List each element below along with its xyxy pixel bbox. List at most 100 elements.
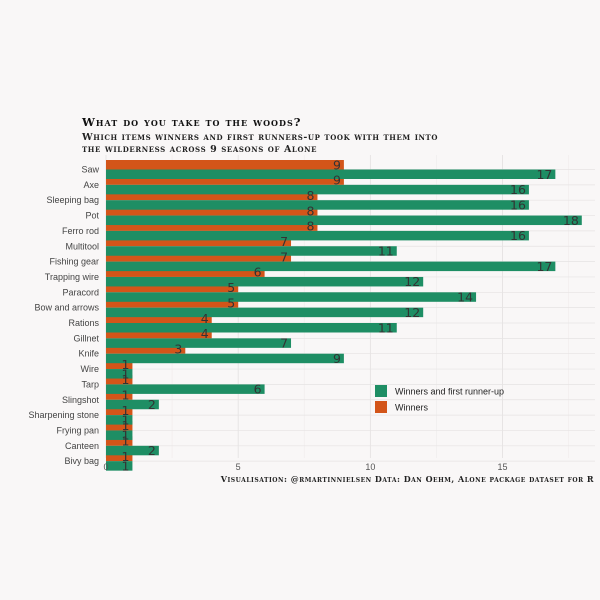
data-label-winners-and-first-runner-up-fishing-gear: 17 bbox=[536, 259, 552, 274]
data-label-winners-and-first-runner-up-canteen: 2 bbox=[148, 443, 156, 458]
data-label-winners-and-first-runner-up-frying-pan: 1 bbox=[121, 428, 129, 443]
data-label-winners-and-first-runner-up-ferro-rod: 16 bbox=[510, 228, 526, 243]
x-tick-label: 15 bbox=[497, 462, 507, 472]
bar-winners-knife bbox=[106, 344, 186, 354]
bar-winners-and-first-runner-up-frying-pan bbox=[106, 430, 133, 440]
category-label-slingshot: Slingshot bbox=[62, 395, 100, 405]
data-label-winners-tarp: 1 bbox=[121, 372, 129, 387]
data-label-winners-and-first-runner-up-pot: 18 bbox=[563, 213, 579, 228]
bar-winners-multitool bbox=[106, 236, 292, 247]
bar-winners-fishing-gear bbox=[106, 252, 292, 262]
category-label-sleeping-bag: Sleeping bag bbox=[46, 195, 99, 205]
bar-winners-and-first-runner-up-sleeping-bag bbox=[106, 200, 529, 210]
chart-subtitle-line-2: the wilderness across 9 seasons of Alone bbox=[82, 144, 317, 155]
data-labels: 9988877655443111111117161618161117121412… bbox=[121, 157, 578, 473]
data-label-winners-fishing-gear: 7 bbox=[280, 249, 288, 264]
data-label-winners-paracord: 5 bbox=[227, 280, 235, 295]
data-label-winners-axe: 9 bbox=[333, 173, 341, 188]
bar-winners-and-first-runner-up-trapping-wire bbox=[106, 276, 424, 287]
bar-winners-and-first-runner-up-bivy-bag bbox=[106, 461, 133, 471]
data-label-winners-ferro-rod: 8 bbox=[307, 219, 315, 234]
data-label-winners-and-first-runner-up-sharpening-stone: 1 bbox=[121, 412, 129, 427]
bar-winners-and-first-runner-up-gillnet bbox=[106, 338, 292, 348]
bar-winners-and-first-runner-up-canteen bbox=[106, 445, 159, 456]
chart-subtitle-line-1: Which items winners and first runners-up… bbox=[81, 132, 438, 143]
category-label-ferro-rod: Ferro rod bbox=[62, 226, 99, 236]
category-label-rations: Rations bbox=[68, 318, 99, 328]
bar-winners-and-first-runner-up-paracord bbox=[106, 292, 477, 302]
bar-winners-ferro-rod bbox=[106, 221, 318, 231]
data-label-winners-wire: 1 bbox=[121, 357, 129, 372]
data-label-winners-and-first-runner-up-bow-and-arrows: 12 bbox=[404, 305, 420, 320]
bar-winners-wire bbox=[106, 359, 133, 370]
bar-winners-paracord bbox=[106, 282, 239, 293]
bar-winners-and-first-runner-up-pot bbox=[106, 215, 582, 226]
bar-winners-trapping-wire bbox=[106, 267, 265, 277]
data-label-winners-rations: 4 bbox=[201, 311, 209, 326]
category-label-pot: Pot bbox=[85, 211, 99, 221]
data-label-winners-saw: 9 bbox=[333, 157, 341, 172]
data-label-winners-and-first-runner-up-trapping-wire: 12 bbox=[404, 274, 420, 289]
chart-caption: Visualisation: @rmartinnielsen Data: Dan… bbox=[220, 474, 594, 484]
data-label-winners-frying-pan: 1 bbox=[121, 418, 129, 433]
legend-label-winners: Winners bbox=[395, 403, 429, 413]
data-label-winners-and-first-runner-up-sleeping-bag: 16 bbox=[510, 197, 526, 212]
legend-swatch-winners-and-first-runner-up bbox=[375, 385, 387, 397]
category-label-saw: Saw bbox=[81, 165, 99, 175]
legend: Winners and first runner-up Winners bbox=[375, 385, 504, 413]
bar-winners-pot bbox=[106, 206, 318, 216]
bar-winners-and-first-runner-up-ferro-rod bbox=[106, 230, 529, 241]
bar-winners-and-first-runner-up-knife bbox=[106, 353, 344, 364]
bar-winners-and-first-runner-up-bow-and-arrows bbox=[106, 307, 424, 318]
category-label-trapping-wire: Trapping wire bbox=[45, 272, 99, 282]
bar-winners-and-first-runner-up-sharpening-stone bbox=[106, 415, 133, 425]
bar-winners-and-first-runner-up-axe bbox=[106, 184, 529, 195]
category-label-axe: Axe bbox=[83, 180, 99, 190]
x-tick-label: 5 bbox=[236, 462, 241, 472]
bar-winners-and-first-runner-up-tarp bbox=[106, 384, 265, 394]
data-label-winners-and-first-runner-up-wire: 1 bbox=[121, 366, 129, 381]
category-label-bivy-bag: Bivy bag bbox=[64, 456, 99, 466]
data-label-winners-multitool: 7 bbox=[280, 234, 288, 249]
category-label-sharpening-stone: Sharpening stone bbox=[28, 410, 99, 420]
category-label-gillnet: Gillnet bbox=[73, 333, 99, 343]
category-labels: Saw Axe Sleeping bag Pot Ferro rod Multitool F… bbox=[28, 165, 99, 467]
bar-winners-gillnet bbox=[106, 328, 212, 339]
data-label-winners-canteen: 1 bbox=[121, 434, 129, 449]
bar-winners-and-first-runner-up-slingshot bbox=[106, 399, 159, 410]
bar-winners-rations bbox=[106, 313, 212, 323]
bar-winners-and-first-runner-up-fishing-gear bbox=[106, 261, 556, 272]
data-label-winners-and-first-runner-up-bivy-bag: 1 bbox=[121, 458, 129, 473]
data-label-winners-and-first-runner-up-multitool: 11 bbox=[378, 244, 394, 259]
bar-winners-and-first-runner-up-multitool bbox=[106, 246, 397, 256]
bar-winners-and-first-runner-up-saw bbox=[106, 169, 556, 179]
category-label-fishing-gear: Fishing gear bbox=[49, 257, 99, 267]
data-label-winners-and-first-runner-up-gillnet: 7 bbox=[280, 336, 288, 351]
x-tick-label: 10 bbox=[365, 462, 375, 472]
x-tick-labels: 0 5 10 15 bbox=[103, 462, 507, 472]
bar-winners-canteen bbox=[106, 436, 133, 446]
bar-winners-bow-and-arrows bbox=[106, 298, 239, 308]
data-label-winners-gillnet: 4 bbox=[201, 326, 209, 341]
data-label-winners-sharpening-stone: 1 bbox=[121, 403, 129, 418]
bar-winners-saw bbox=[106, 160, 344, 170]
data-label-winners-and-first-runner-up-slingshot: 2 bbox=[148, 397, 156, 412]
legend-label-winners-and-first-runner-up: Winners and first runner-up bbox=[395, 387, 504, 397]
bar-winners-sleeping-bag bbox=[106, 190, 318, 201]
data-label-winners-slingshot: 1 bbox=[121, 388, 129, 403]
data-label-winners-knife: 3 bbox=[174, 341, 182, 356]
data-label-winners-bow-and-arrows: 5 bbox=[227, 295, 235, 310]
bar-winners-axe bbox=[106, 175, 344, 185]
data-label-winners-and-first-runner-up-tarp: 6 bbox=[254, 382, 262, 397]
category-label-frying-pan: Frying pan bbox=[56, 425, 99, 435]
bar-winners-frying-pan bbox=[106, 420, 133, 431]
category-label-paracord: Paracord bbox=[62, 287, 99, 297]
bar-winners-and-first-runner-up-rations bbox=[106, 323, 397, 333]
bar-winners-slingshot bbox=[106, 390, 133, 400]
data-label-winners-pot: 8 bbox=[307, 203, 315, 218]
data-label-winners-sleeping-bag: 8 bbox=[307, 188, 315, 203]
bar-winners-and-first-runner-up-wire bbox=[106, 369, 133, 379]
bar-winners-tarp bbox=[106, 374, 133, 385]
